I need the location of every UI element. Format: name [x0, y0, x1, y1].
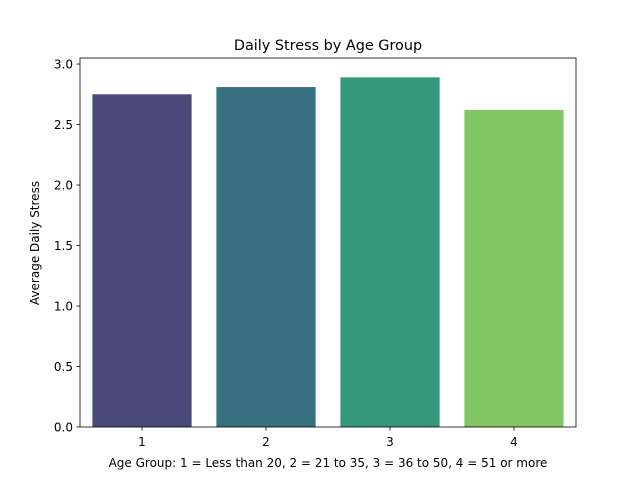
y-tick-label: 2.0 — [54, 179, 73, 193]
y-tick-label: 1.0 — [54, 300, 73, 314]
bars-group — [92, 77, 564, 428]
y-tick-label: 2.5 — [54, 118, 73, 132]
x-tick-label-2: 2 — [262, 435, 270, 449]
x-tick-label-3: 3 — [386, 435, 394, 449]
x-axis-label: Age Group: 1 = Less than 20, 2 = 21 to 3… — [109, 456, 548, 470]
y-tick-label: 1.5 — [54, 239, 73, 253]
bar-4 — [464, 110, 564, 427]
plot-frame — [79, 57, 577, 428]
bar-3 — [340, 77, 440, 428]
x-tick-label-4: 4 — [510, 435, 518, 449]
x-tick-label-1: 1 — [138, 435, 146, 449]
bar-1 — [92, 94, 192, 428]
y-axis-label: Average Daily Stress — [28, 181, 42, 305]
y-axis-ticks: 0.0 0.5 1.0 1.5 2.0 2.5 3.0 — [54, 58, 80, 435]
x-axis-ticks: 1 2 3 4 — [138, 427, 518, 449]
y-tick-label: 0.0 — [54, 421, 73, 435]
y-tick-label: 0.5 — [54, 360, 73, 374]
y-tick-label: 3.0 — [54, 58, 73, 72]
bar-2 — [216, 87, 316, 427]
chart-title: Daily Stress by Age Group — [234, 38, 422, 54]
